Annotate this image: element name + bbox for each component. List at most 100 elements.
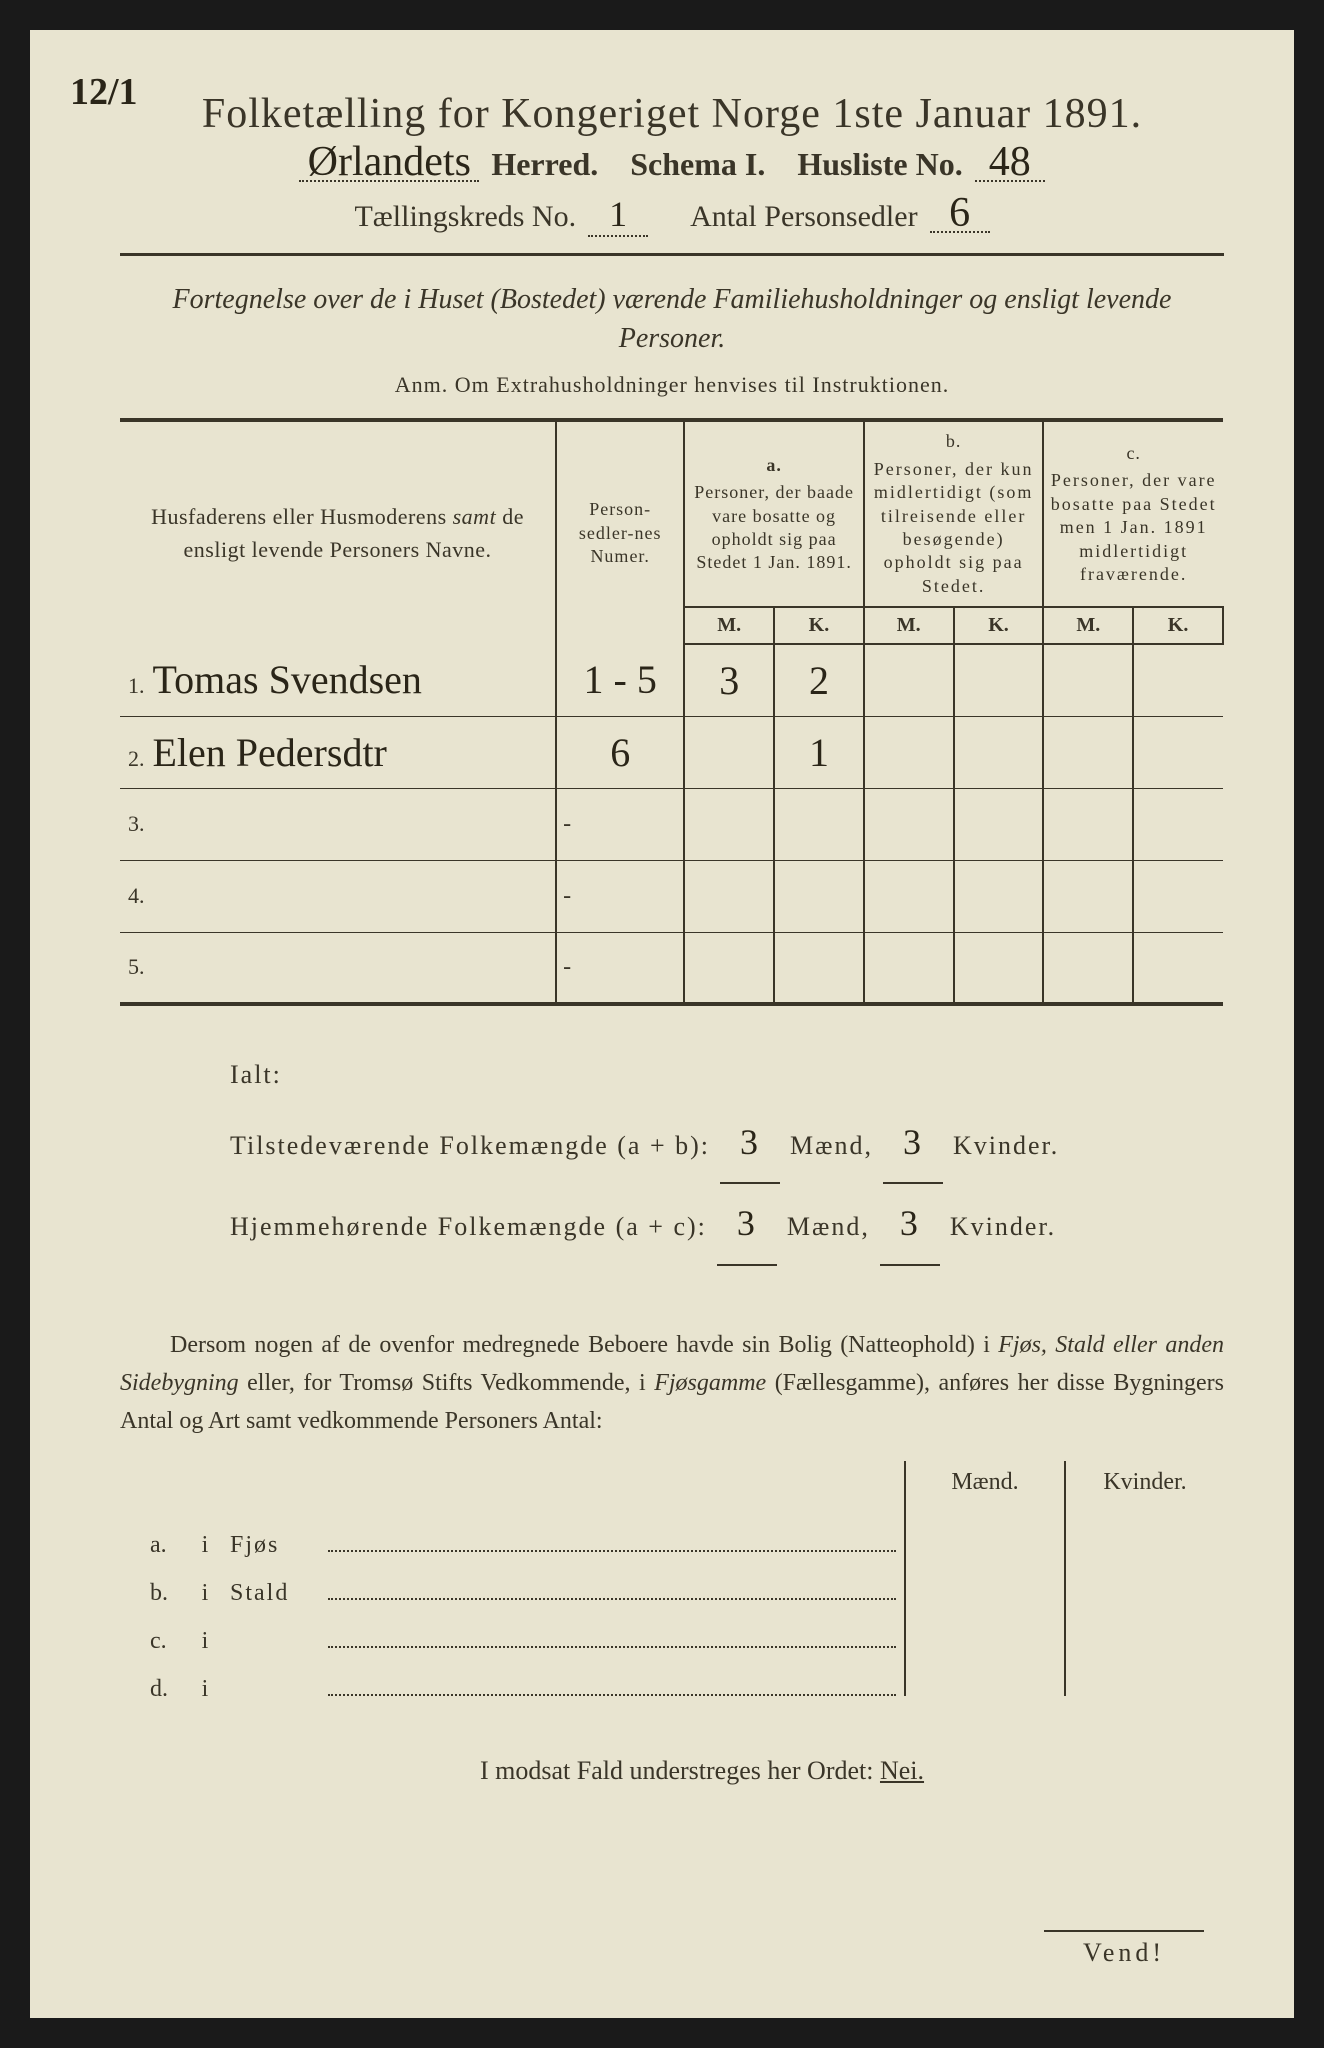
hjemme-label: Hjemmehørende Folkemængde (a + c): (230, 1198, 707, 1255)
herred-value: Ørlandets (299, 146, 479, 182)
header-line-2: Ørlandets Herred. Schema I. Husliste No.… (120, 146, 1224, 183)
kreds-value: 1 (588, 193, 648, 237)
numer-cell: - (556, 932, 684, 1004)
hjemme-m: 3 (717, 1184, 777, 1265)
building-i: i (180, 1628, 230, 1655)
ialt-label: Ialt: (230, 1046, 1224, 1103)
building-row: d.i (120, 1648, 1224, 1696)
tilstede-label: Tilstedeværende Folkemængde (a + b): (230, 1117, 710, 1174)
ak-cell (774, 788, 864, 860)
table-row: 2.Elen Pedersdtr6 1 (120, 716, 1223, 788)
building-letter: a. (120, 1532, 180, 1559)
table-row: 5.- (120, 932, 1223, 1004)
numer-cell: - (556, 860, 684, 932)
herred-label: Herred. (491, 146, 598, 183)
bm-cell (864, 788, 954, 860)
building-row: a.iFjøs (120, 1504, 1224, 1552)
col-a: a. Personer, der baade vare bosatte og o… (684, 420, 864, 607)
building-k-cell (1064, 1504, 1224, 1552)
building-i: i (180, 1676, 230, 1703)
ck-cell (1133, 716, 1223, 788)
building-letter: b. (120, 1580, 180, 1607)
col-name: Husfaderens eller Husmoderens samt de en… (120, 420, 556, 644)
table-row: 3.- (120, 788, 1223, 860)
ck-cell (1133, 860, 1223, 932)
col-a-k: K. (774, 607, 864, 644)
building-i: i (180, 1532, 230, 1559)
am-cell (684, 860, 774, 932)
numer-cell: - (556, 788, 684, 860)
building-col-kvinder: Kvinder. (1064, 1461, 1224, 1504)
cm-cell (1043, 644, 1133, 716)
husliste-value: 48 (975, 146, 1045, 182)
kvinder-label-2: Kvinder. (950, 1198, 1056, 1255)
building-dots (328, 1534, 896, 1552)
page-title: Folketælling for Kongeriget Norge 1ste J… (120, 90, 1224, 138)
hjemme-k: 3 (880, 1184, 940, 1265)
ck-cell (1133, 788, 1223, 860)
am-cell: 3 (684, 644, 774, 716)
bm-cell (864, 716, 954, 788)
building-paragraph: Dersom nogen af de ovenfor medregnede Be… (120, 1326, 1224, 1441)
col-b-m: M. (864, 607, 954, 644)
col-a-m: M. (684, 607, 774, 644)
cm-cell (1043, 788, 1133, 860)
ak-cell: 1 (774, 716, 864, 788)
am-cell (684, 716, 774, 788)
building-m-cell (904, 1552, 1064, 1600)
anm-note: Anm. Om Extrahusholdninger henvises til … (120, 372, 1224, 398)
building-name: Fjøs (230, 1532, 320, 1559)
cm-cell (1043, 932, 1133, 1004)
numer-cell: 6 (556, 716, 684, 788)
building-k-cell (1064, 1648, 1224, 1696)
tilstede-m: 3 (720, 1103, 780, 1184)
table-body: 1.Tomas Svendsen1 - 5322.Elen Pedersdtr6… (120, 644, 1223, 1004)
totals-section: Ialt: Tilstedeværende Folkemængde (a + b… (230, 1046, 1224, 1266)
header-line-3: Tællingskreds No. 1 Antal Personsedler 6 (120, 193, 1224, 256)
bk-cell (954, 716, 1044, 788)
building-dots (328, 1630, 896, 1648)
bk-cell (954, 788, 1044, 860)
antal-label: Antal Personsedler (690, 200, 917, 234)
bm-cell (864, 932, 954, 1004)
mend-label: Mænd, (790, 1117, 873, 1174)
kreds-label: Tællingskreds No. (354, 200, 576, 234)
ck-cell (1133, 644, 1223, 716)
cm-cell (1043, 716, 1133, 788)
bk-cell (954, 644, 1044, 716)
building-row: b.iStald (120, 1552, 1224, 1600)
mend-label-2: Mænd, (787, 1198, 870, 1255)
hjemme-row: Hjemmehørende Folkemængde (a + c): 3 Mæn… (230, 1184, 1224, 1265)
am-cell (684, 932, 774, 1004)
bk-cell (954, 932, 1044, 1004)
building-name: Stald (230, 1580, 320, 1607)
building-k-cell (1064, 1552, 1224, 1600)
corner-annotation: 12/1 (70, 70, 138, 114)
building-letter: c. (120, 1628, 180, 1655)
tilstede-row: Tilstedeværende Folkemængde (a + b): 3 M… (230, 1103, 1224, 1184)
building-m-cell (904, 1504, 1064, 1552)
vend-label: Vend! (1044, 1930, 1204, 1968)
col-c: c. Personer, der vare bosatte paa Stedet… (1043, 420, 1223, 607)
name-cell: 3. (120, 788, 556, 860)
ak-cell (774, 932, 864, 1004)
building-i: i (180, 1580, 230, 1607)
building-m-cell (904, 1648, 1064, 1696)
name-cell: 2.Elen Pedersdtr (120, 716, 556, 788)
tilstede-k: 3 (883, 1103, 943, 1184)
schema-label: Schema I. (630, 146, 765, 183)
col-b: b. Personer, der kun midlertidigt (som t… (864, 420, 1044, 607)
antal-value: 6 (930, 197, 990, 233)
building-table: Mænd. Kvinder. a.iFjøsb.iStaldc.id.i (120, 1461, 1224, 1696)
ck-cell (1133, 932, 1223, 1004)
ak-cell: 2 (774, 644, 864, 716)
building-header: Mænd. Kvinder. (120, 1461, 1224, 1504)
nei-line: I modsat Fald understreges her Ordet: Ne… (120, 1756, 1224, 1786)
table-row: 4.- (120, 860, 1223, 932)
building-col-maend: Mænd. (904, 1461, 1064, 1504)
col-c-m: M. (1043, 607, 1133, 644)
cm-cell (1043, 860, 1133, 932)
bm-cell (864, 644, 954, 716)
ak-cell (774, 860, 864, 932)
husliste-label: Husliste No. (797, 146, 962, 183)
